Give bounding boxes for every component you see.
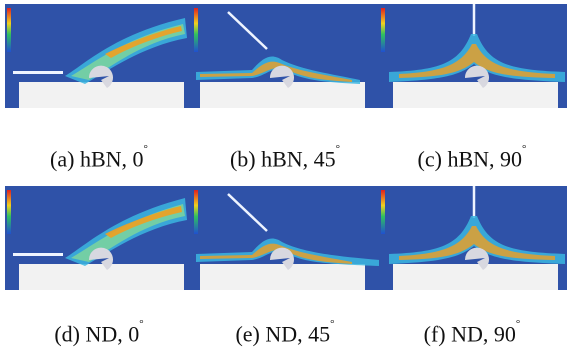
nozzle	[227, 11, 268, 50]
flow-panel-a	[5, 4, 193, 108]
caption-f: (f) ND, 90°	[423, 318, 521, 347]
flow-visualization-e	[194, 190, 380, 290]
caption-a: (a) hBN, 0°	[50, 143, 148, 172]
flow-visualization-b	[194, 8, 365, 108]
caption-e: (e) ND, 45°	[235, 318, 335, 347]
caption-d: (d) ND, 0°	[54, 318, 144, 347]
workpiece	[200, 264, 365, 290]
color-legend-bar	[381, 8, 385, 52]
nozzle	[227, 193, 268, 232]
caption-c: (c) hBN, 90°	[417, 143, 527, 172]
flow-panel-d	[5, 186, 193, 290]
color-legend-bar	[7, 190, 11, 234]
flow-visualization-c	[381, 4, 565, 108]
nozzle	[13, 71, 63, 74]
flow-visualization-d	[7, 190, 187, 290]
cutting-tool	[269, 65, 294, 88]
color-legend-bar	[194, 190, 198, 234]
flow-panel-c	[379, 4, 567, 108]
cutting-tool	[88, 247, 113, 270]
flow-visualization-f	[381, 186, 565, 290]
nozzle	[13, 253, 63, 256]
flow-panel-b	[192, 4, 380, 108]
flow-visualization-a	[7, 8, 187, 108]
cutting-tool	[464, 247, 489, 270]
flow-panel-f	[379, 186, 567, 290]
workpiece	[393, 82, 558, 108]
color-legend-bar	[194, 8, 198, 52]
caption-b: (b) hBN, 45°	[229, 143, 341, 172]
workpiece	[19, 82, 184, 108]
workpiece	[393, 264, 558, 290]
color-legend-bar	[7, 8, 11, 52]
workpiece	[19, 264, 184, 290]
workpiece	[200, 82, 365, 108]
cutting-tool	[269, 247, 294, 270]
flow-panel-e	[192, 186, 380, 290]
cutting-tool	[88, 65, 113, 88]
color-legend-bar	[381, 190, 385, 234]
cutting-tool	[464, 65, 489, 88]
